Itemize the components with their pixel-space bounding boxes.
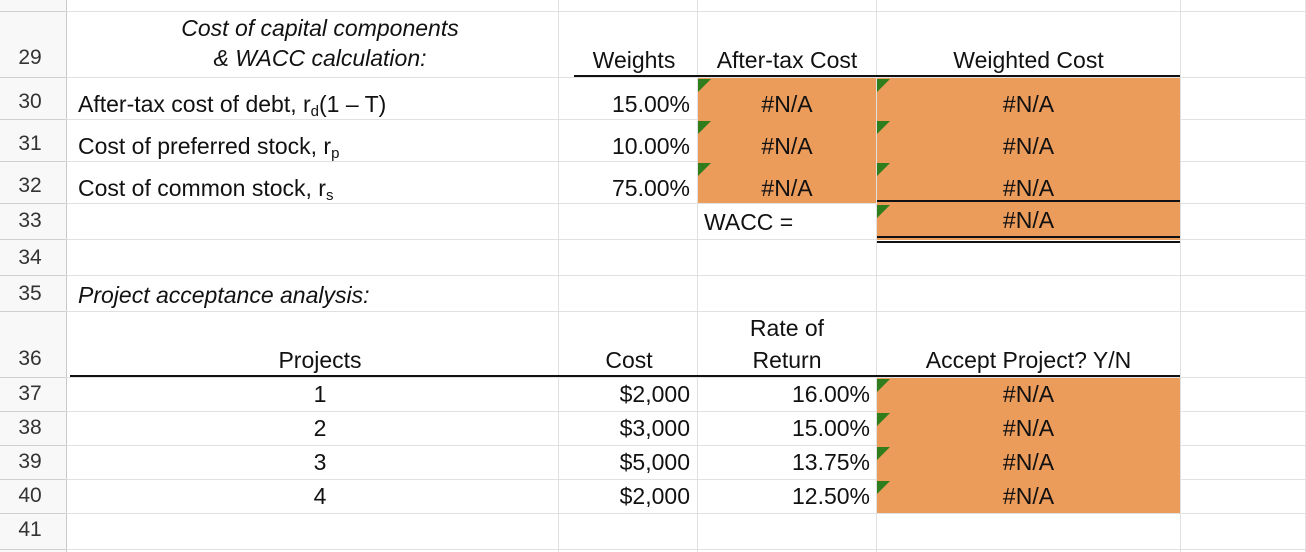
row-number[interactable]: 29: [18, 46, 42, 69]
row-number[interactable]: 33: [18, 209, 42, 232]
project-accept[interactable]: #N/A: [1002, 449, 1055, 475]
after-tax-preferred[interactable]: #N/A: [761, 133, 813, 159]
error-indicator-icon: [877, 481, 890, 494]
row-number[interactable]: 34: [18, 246, 42, 269]
row-number[interactable]: 30: [18, 90, 42, 113]
error-indicator-icon: [877, 163, 890, 176]
row-header-column: [0, 0, 67, 552]
row-number[interactable]: 39: [18, 450, 42, 473]
header-weighted-cost[interactable]: Weighted Cost: [953, 47, 1104, 73]
header-underline: [574, 75, 1180, 77]
project-rate[interactable]: 13.75%: [791, 449, 870, 475]
project-number[interactable]: 1: [313, 381, 327, 407]
wacc-section-title-line2[interactable]: & WACC calculation:: [213, 45, 427, 71]
project-rate[interactable]: 12.50%: [791, 483, 870, 509]
accept-project-range[interactable]: [877, 378, 1180, 513]
weight-debt[interactable]: 15.00%: [611, 91, 690, 117]
project-cost[interactable]: $3,000: [619, 415, 690, 441]
project-accept[interactable]: #N/A: [1002, 483, 1055, 509]
weighted-preferred[interactable]: #N/A: [1002, 133, 1055, 159]
project-number[interactable]: 2: [313, 415, 327, 441]
grid-line: [1180, 0, 1181, 552]
wacc-top-border: [877, 200, 1180, 202]
after-tax-cost-range[interactable]: [698, 78, 876, 203]
grid-line: [876, 0, 877, 552]
grid-line: [697, 0, 698, 552]
error-indicator-icon: [877, 205, 890, 218]
row-number[interactable]: 31: [18, 132, 42, 155]
header-projects[interactable]: Projects: [278, 347, 362, 373]
project-accept[interactable]: #N/A: [1002, 381, 1055, 407]
project-accept[interactable]: #N/A: [1002, 415, 1055, 441]
header-accept-project[interactable]: Accept Project? Y/N: [925, 347, 1132, 373]
project-header-underline: [70, 375, 1180, 377]
project-cost[interactable]: $5,000: [619, 449, 690, 475]
header-rate-line1[interactable]: Rate of: [749, 315, 825, 341]
row-number[interactable]: 37: [18, 382, 42, 405]
project-rate[interactable]: 16.00%: [791, 381, 870, 407]
header-weights[interactable]: Weights: [592, 47, 676, 73]
label-cost-of-preferred[interactable]: Cost of preferred stock, rp: [78, 133, 340, 162]
row-number[interactable]: 32: [18, 174, 42, 197]
error-indicator-icon: [877, 121, 890, 134]
project-rate[interactable]: 15.00%: [791, 415, 870, 441]
grid-line: [558, 0, 559, 552]
wacc-section-title-line1[interactable]: Cost of capital components: [181, 15, 459, 41]
error-indicator-icon: [877, 79, 890, 92]
label-cost-of-debt[interactable]: After-tax cost of debt, rd(1 – T): [78, 91, 387, 120]
weighted-common[interactable]: #N/A: [1002, 175, 1055, 201]
wacc-label[interactable]: WACC =: [704, 209, 794, 235]
error-indicator-icon: [877, 413, 890, 426]
row-number[interactable]: 38: [18, 416, 42, 439]
project-number[interactable]: 4: [313, 483, 327, 509]
project-number[interactable]: 3: [313, 449, 327, 475]
header-cost[interactable]: Cost: [605, 347, 653, 373]
row-number[interactable]: 41: [18, 518, 42, 541]
row-number[interactable]: 36: [18, 347, 42, 370]
wacc-double-underline-bottom: [877, 241, 1180, 243]
row-number[interactable]: 40: [18, 484, 42, 507]
wacc-value[interactable]: #N/A: [1002, 207, 1055, 233]
project-section-title[interactable]: Project acceptance analysis:: [78, 282, 370, 308]
error-indicator-icon: [877, 447, 890, 460]
weight-common[interactable]: 75.00%: [611, 175, 690, 201]
header-after-tax-cost[interactable]: After-tax Cost: [716, 47, 858, 73]
error-indicator-icon: [698, 163, 711, 176]
project-cost[interactable]: $2,000: [619, 381, 690, 407]
error-indicator-icon: [698, 79, 711, 92]
row-number[interactable]: 35: [18, 282, 42, 305]
label-cost-of-common[interactable]: Cost of common stock, rs: [78, 175, 334, 204]
after-tax-debt[interactable]: #N/A: [761, 91, 813, 117]
error-indicator-icon: [698, 121, 711, 134]
weighted-debt[interactable]: #N/A: [1002, 91, 1055, 117]
project-cost[interactable]: $2,000: [619, 483, 690, 509]
wacc-double-underline-top: [877, 236, 1180, 238]
error-indicator-icon: [877, 379, 890, 392]
weight-preferred[interactable]: 10.00%: [611, 133, 690, 159]
weighted-cost-range[interactable]: [877, 78, 1180, 240]
after-tax-common[interactable]: #N/A: [761, 175, 813, 201]
header-rate-line2[interactable]: Return: [752, 347, 822, 373]
